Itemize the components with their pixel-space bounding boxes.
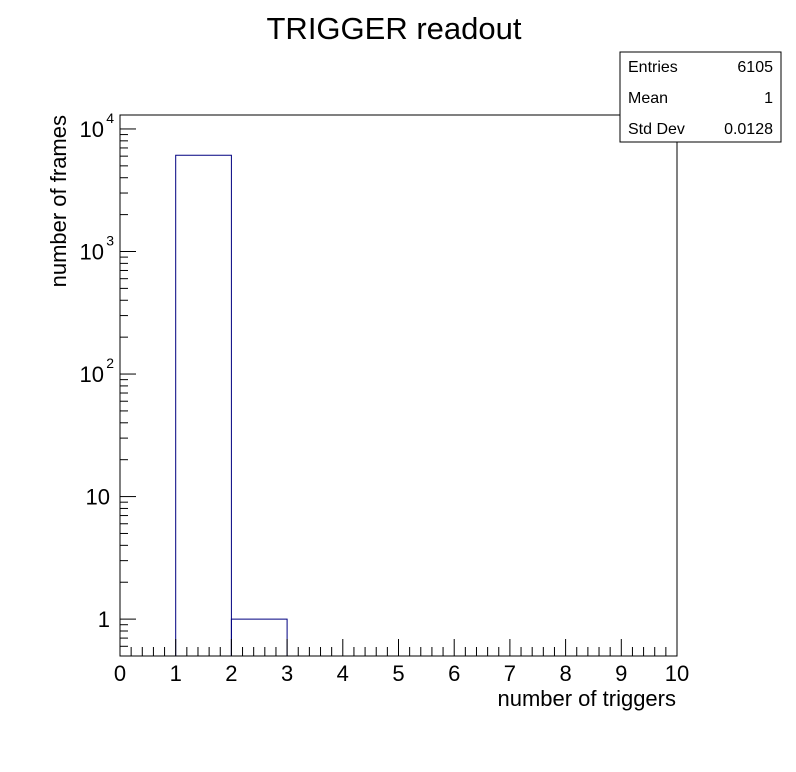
stats-label: Entries (628, 59, 678, 76)
x-tick-label: 5 (392, 661, 404, 686)
histogram-bar-1 (175, 154, 232, 656)
x-tick-label: 2 (225, 661, 237, 686)
stats-value: 1 (764, 90, 773, 107)
stats-label: Mean (628, 90, 668, 107)
y-tick-label: 10 (80, 239, 104, 264)
y-tick-exponent: 2 (106, 355, 114, 371)
y-axis-label: number of frames (46, 115, 71, 287)
stats-box: Entries 6105 Mean 1 Std Dev 0.0128 (619, 51, 782, 143)
x-axis-label: number of triggers (497, 686, 676, 711)
y-tick-label: 10 (86, 485, 110, 510)
x-tick-label: 8 (559, 661, 571, 686)
histogram-bars (175, 154, 288, 656)
x-tick-label: 7 (504, 661, 516, 686)
y-tick-exponent: 4 (106, 110, 114, 126)
stats-box-frame (619, 51, 782, 143)
stats-value: 0.0128 (724, 121, 773, 138)
y-tick-label: 1 (98, 607, 110, 632)
stats-value: 6105 (737, 59, 773, 76)
x-tick-label: 3 (281, 661, 293, 686)
y-tick-label: 10 (80, 362, 104, 387)
histogram-bar-2 (230, 618, 288, 656)
x-tick-label: 6 (448, 661, 460, 686)
x-tick-label: 9 (615, 661, 627, 686)
y-tick-exponent: 3 (106, 232, 114, 248)
plot-frame (119, 114, 678, 657)
x-tick-label: 10 (665, 661, 689, 686)
x-axis: 0 1 2 3 4 5 6 7 8 9 10 (114, 639, 689, 686)
x-tick-label: 1 (170, 661, 182, 686)
y-tick-label: 10 (80, 117, 104, 142)
chart-title: TRIGGER readout (267, 11, 522, 46)
x-tick-label: 0 (114, 661, 126, 686)
stats-label: Std Dev (628, 121, 685, 138)
x-tick-label: 4 (337, 661, 349, 686)
